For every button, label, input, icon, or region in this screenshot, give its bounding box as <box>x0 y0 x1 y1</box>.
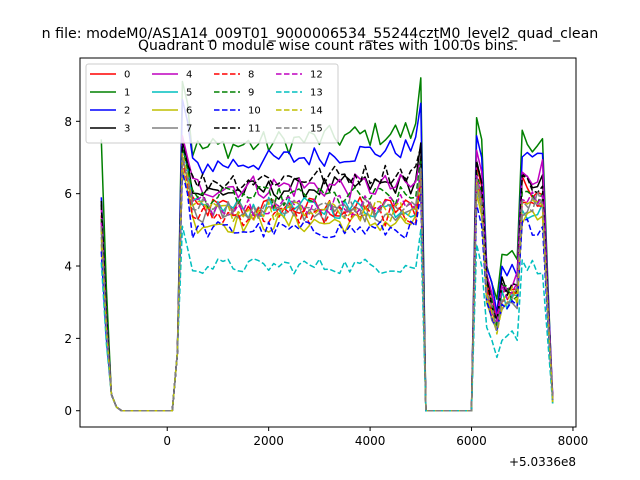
legend-label-15: 15 <box>310 124 323 135</box>
legend-label-0: 0 <box>124 70 130 81</box>
legend-label-6: 6 <box>186 106 192 117</box>
figure-suptitle: n file: modeM0/AS1A14_009T01_9000006534_… <box>42 26 599 42</box>
x-tick-label: 4000 <box>355 434 386 448</box>
chart-title: Quadrant 0 module wise count rates with … <box>138 38 518 54</box>
legend-box <box>85 63 339 144</box>
series-line-9 <box>100 145 554 412</box>
series-line-10 <box>100 171 554 412</box>
y-tick-label: 2 <box>64 332 72 346</box>
legend-label-10: 10 <box>248 106 261 117</box>
x-tick-label: 0 <box>163 434 171 448</box>
series-layer <box>100 77 554 412</box>
legend-label-8: 8 <box>248 70 254 81</box>
legend-label-9: 9 <box>248 88 254 99</box>
x-axis: 0 2000 4000 6000 8000 <box>163 427 588 448</box>
series-line-14 <box>100 153 554 412</box>
legend-label-4: 4 <box>186 70 192 81</box>
x-tick-label: 8000 <box>558 434 589 448</box>
y-tick-label: 0 <box>64 404 72 418</box>
legend-label-12: 12 <box>310 70 323 81</box>
legend-label-14: 14 <box>310 106 323 117</box>
x-tick-label: 6000 <box>456 434 487 448</box>
y-tick-label: 4 <box>64 260 72 274</box>
legend-label-7: 7 <box>186 124 192 135</box>
legend-label-13: 13 <box>310 88 323 99</box>
y-axis: 0 2 4 6 8 <box>64 115 80 418</box>
x-offset-label: +5.0336e8 <box>509 455 576 469</box>
axes-frame <box>79 57 577 428</box>
series-line-8 <box>100 160 554 412</box>
legend-label-2: 2 <box>124 106 130 117</box>
y-tick-label: 6 <box>64 187 72 201</box>
series-line-15 <box>100 156 554 412</box>
legend-label-3: 3 <box>124 124 130 135</box>
legend-label-1: 1 <box>124 88 130 99</box>
legend-label-5: 5 <box>186 88 192 99</box>
x-tick-label: 2000 <box>253 434 284 448</box>
legend-label-11: 11 <box>248 124 261 135</box>
y-tick-label: 8 <box>64 115 72 129</box>
